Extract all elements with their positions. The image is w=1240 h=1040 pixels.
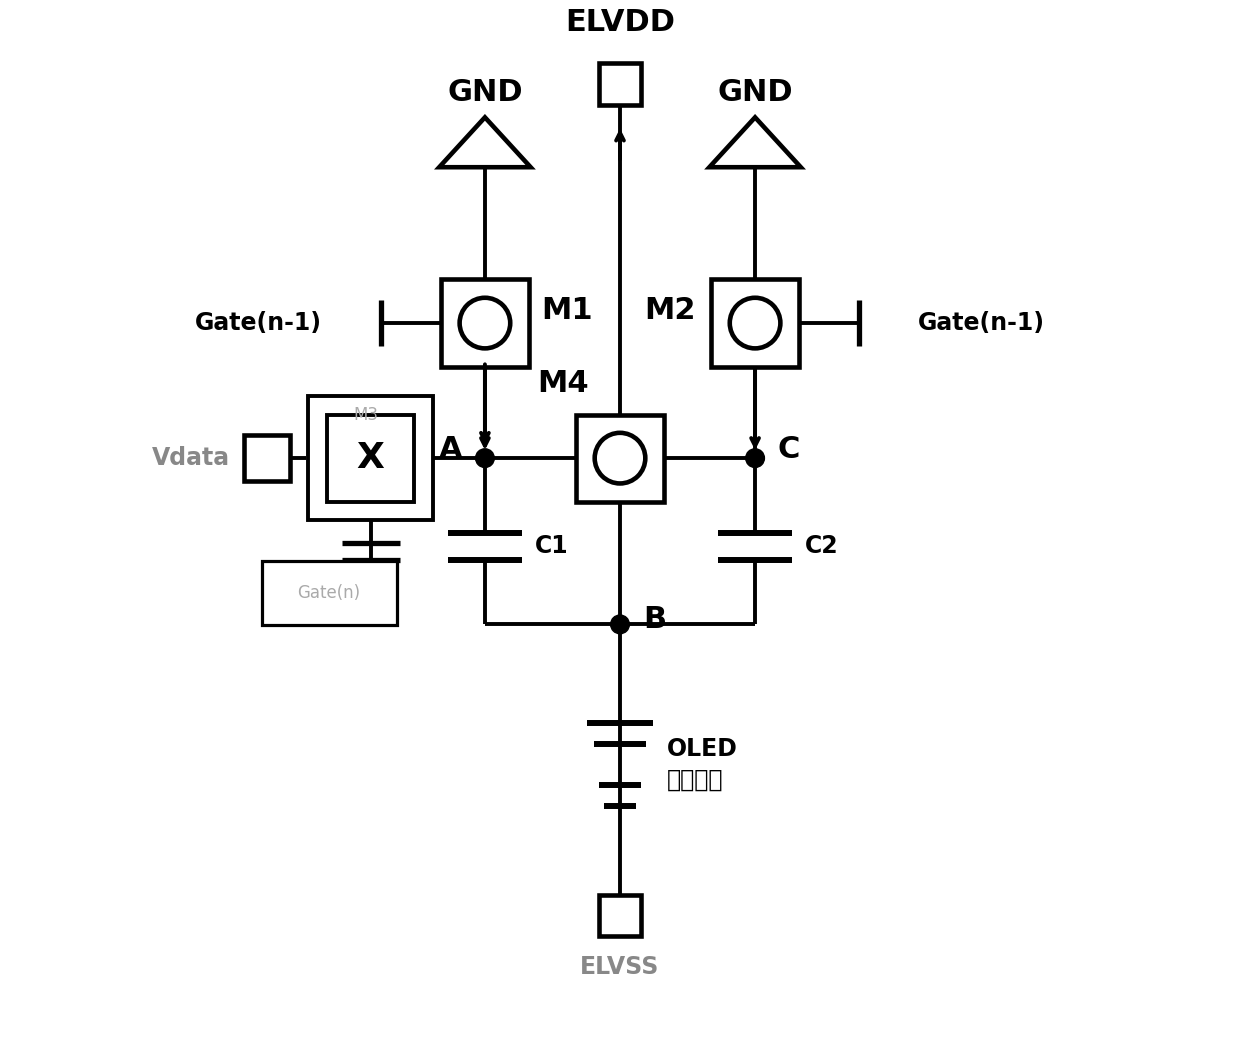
Text: OLED: OLED xyxy=(667,737,738,761)
Polygon shape xyxy=(709,118,801,167)
Bar xyxy=(309,396,433,520)
Circle shape xyxy=(610,615,630,633)
Bar xyxy=(327,415,414,501)
Text: ELVSS: ELVSS xyxy=(580,955,660,979)
Polygon shape xyxy=(439,118,531,167)
Text: GND: GND xyxy=(717,78,792,107)
Text: Gate(n-1): Gate(n-1) xyxy=(195,311,322,335)
Text: X: X xyxy=(357,441,384,475)
Circle shape xyxy=(745,449,764,468)
Text: C2: C2 xyxy=(805,535,838,558)
Bar xyxy=(577,415,663,501)
Text: A: A xyxy=(439,436,463,464)
Text: M2: M2 xyxy=(645,296,696,326)
Text: Vdata: Vdata xyxy=(153,446,231,470)
Text: B: B xyxy=(642,604,666,633)
Circle shape xyxy=(595,433,645,484)
Bar xyxy=(599,894,641,936)
Text: M3: M3 xyxy=(353,406,378,423)
Bar xyxy=(441,280,528,367)
Circle shape xyxy=(730,297,780,348)
Text: Gate(n): Gate(n) xyxy=(298,584,361,602)
Text: 发光器件: 发光器件 xyxy=(667,769,723,792)
Text: M1: M1 xyxy=(541,296,593,326)
Text: C1: C1 xyxy=(534,535,568,558)
Text: ELVDD: ELVDD xyxy=(565,8,675,37)
Bar xyxy=(599,63,641,105)
Text: C: C xyxy=(777,436,800,464)
Circle shape xyxy=(460,297,510,348)
Bar xyxy=(262,561,397,625)
Text: M4: M4 xyxy=(537,369,589,398)
Circle shape xyxy=(476,449,495,468)
Bar xyxy=(712,280,799,367)
Bar xyxy=(244,436,290,482)
Text: GND: GND xyxy=(448,78,523,107)
Text: Gate(n-1): Gate(n-1) xyxy=(918,311,1045,335)
